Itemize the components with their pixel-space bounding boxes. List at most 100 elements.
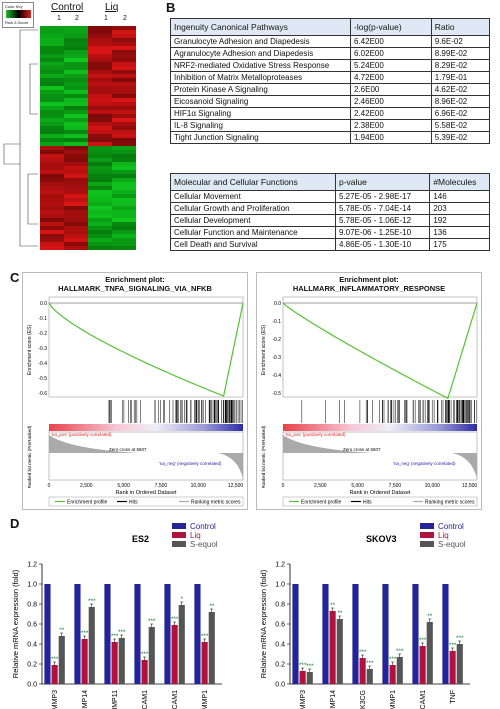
heatmap-cell — [64, 134, 88, 138]
heatmap-cell — [112, 30, 136, 34]
heatmap-cell — [64, 186, 88, 190]
heatmap-cell — [112, 46, 136, 50]
heatmap-cell — [40, 230, 64, 234]
heatmap-cell — [64, 122, 88, 126]
table1-header: -log(p-value) — [350, 18, 432, 36]
heatmap-cell — [40, 202, 64, 206]
table-cell: 203 — [429, 202, 490, 215]
ranking-metric-area — [283, 435, 477, 479]
category-label: TNF — [450, 690, 457, 704]
heatmap-cell — [64, 162, 88, 166]
heatmap-cell — [40, 238, 64, 242]
y-tick-label: 0.0 — [275, 682, 285, 689]
bar — [141, 660, 148, 684]
x-tick-label: 5,000 — [117, 483, 130, 489]
heatmap-cell — [64, 82, 88, 86]
legend-label: S-equol — [190, 540, 218, 549]
heatmap-cell — [88, 222, 112, 226]
heatmap-cell — [40, 190, 64, 194]
rank-color-bar — [283, 424, 477, 431]
heatmap-cell — [88, 94, 112, 98]
legend-swatch — [172, 532, 186, 538]
heatmap-cell — [64, 70, 88, 74]
table-cell: NRF2-mediated Oxidative Stress Response — [170, 59, 351, 72]
heatmap-col-num: 2 — [75, 15, 79, 22]
significance-label: *** — [419, 637, 427, 644]
bar — [194, 584, 201, 684]
heatmap-cell — [40, 198, 64, 202]
gsea-plot: Enrichment plot: HALLMARK_INFLAMMATORY_RE… — [256, 272, 482, 510]
legend-label: S-equol — [438, 540, 466, 549]
heatmap-cell — [112, 170, 136, 174]
x-tick-label: 7,500 — [155, 483, 168, 489]
table-row: Cellular Growth and Proliferation 5.78E-0… — [170, 202, 490, 215]
heatmap-cell — [112, 86, 136, 90]
x-tick-label: 2,500 — [314, 483, 327, 489]
heatmap-cell — [40, 218, 64, 222]
y-tick-label: 1.2 — [27, 562, 37, 569]
x-tick-label: 0 — [48, 483, 51, 489]
table-cell: Granulocyte Adhesion and Diapedesis — [170, 35, 351, 48]
table-cell: HIF1α Signaling — [170, 107, 351, 120]
legend-swatch — [420, 532, 434, 538]
heatmap-cell — [40, 194, 64, 198]
y-tick-label: 0.4 — [27, 642, 37, 649]
heatmap-cell — [112, 246, 136, 250]
category-label: MMP1 — [202, 690, 209, 709]
heatmap-cell — [40, 210, 64, 214]
legend-label: Enrichment profile — [301, 500, 342, 506]
table-row: Inhibition of Matrix Metalloproteases 4.7… — [170, 71, 491, 84]
heatmap-cell — [40, 94, 64, 98]
table-cell: Eicosanoid Signaling — [170, 95, 351, 108]
chart-title: ES2 — [132, 534, 149, 544]
heatmap-cell — [64, 58, 88, 62]
heatmap-cell — [88, 122, 112, 126]
bar — [44, 584, 51, 684]
heatmap-cell — [40, 102, 64, 106]
heatmap-cell — [40, 86, 64, 90]
heatmap-cell — [88, 178, 112, 182]
heatmap-cell — [64, 66, 88, 70]
heatmap-cell — [112, 146, 136, 150]
heatmap-cell — [112, 234, 136, 238]
row-zscore-label: Row Z-Score — [5, 20, 29, 25]
heatmap-cell — [112, 182, 136, 186]
heatmap-cell — [112, 102, 136, 106]
heatmap-cell — [112, 42, 136, 46]
bar — [81, 639, 88, 684]
significance-label: *** — [148, 618, 156, 625]
heatmap-cell — [112, 74, 136, 78]
heatmap-cell — [112, 54, 136, 58]
table-cell: 136 — [429, 226, 490, 239]
legend-label: Ranking metric scores — [425, 500, 475, 506]
heatmap-cell — [88, 50, 112, 54]
bar — [382, 584, 389, 684]
heatmap-cell — [112, 166, 136, 170]
table-cell: 9.6E-02 — [430, 35, 491, 48]
heatmap-cell — [112, 78, 136, 82]
es-tick-label: -0.6 — [38, 391, 47, 397]
heatmap-cell — [112, 142, 136, 146]
ranked-list-ylabel: Ranked list metric (PreRanked) — [261, 425, 266, 488]
heatmap-cell — [112, 150, 136, 154]
heatmap-cell — [64, 118, 88, 122]
heatmap-cell — [64, 142, 88, 146]
es-tick-label: -0.2 — [38, 331, 47, 337]
heatmap-col-num: 1 — [57, 15, 61, 22]
heatmap-cell — [88, 102, 112, 106]
table-cell: Tight Junction Signaling — [170, 131, 351, 144]
zero-cross-label: Zero cross at 5607 — [343, 447, 381, 452]
significance-label: ** — [330, 602, 336, 609]
heatmap-cell — [88, 82, 112, 86]
bar — [419, 646, 426, 684]
table-cell: IL-8 Signaling — [170, 119, 351, 132]
table-row: Eicosanoid Signaling 2.46E00 8.96E-02 — [170, 95, 491, 108]
heatmap-cell — [88, 62, 112, 66]
x-tick-label: 2,500 — [80, 483, 93, 489]
heatmap-cell — [88, 78, 112, 82]
gsea-svg: 0.0 -0.1 -0.2 -0.3 -0.4 -0.5 -0.6 Enrichment sc… — [27, 296, 244, 507]
table-cell: 8.99E-02 — [430, 47, 491, 60]
category-label: MMP3 — [52, 690, 59, 709]
heatmap-cell — [64, 126, 88, 130]
